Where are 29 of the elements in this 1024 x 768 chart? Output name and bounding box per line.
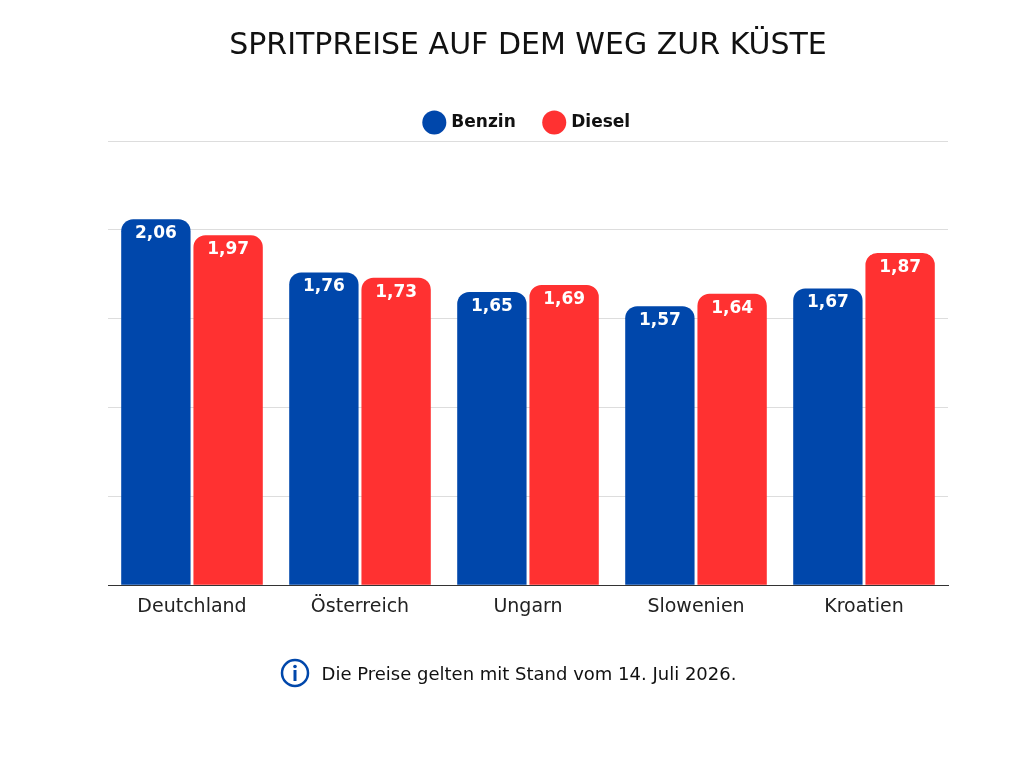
- bar: [289, 272, 359, 585]
- data-label: 1,87: [879, 255, 922, 276]
- bar: [697, 293, 767, 585]
- legend-label: Benzin: [451, 110, 516, 131]
- data-label: 1,76: [302, 275, 345, 296]
- x-tick-label: Slowenien: [647, 593, 745, 616]
- bar: [865, 252, 935, 585]
- x-tick-label: Ungarn: [493, 593, 563, 616]
- bar: [121, 219, 191, 585]
- bar: [625, 306, 695, 585]
- x-tick-label: Kroatien: [824, 593, 904, 616]
- bar: [193, 235, 263, 585]
- x-tick-label: Österreich: [310, 593, 410, 616]
- data-label: 1,97: [207, 238, 250, 259]
- data-label: 1,69: [543, 287, 586, 308]
- data-label: 2,06: [134, 222, 177, 243]
- chart-title: SPRITPREISE AUF DEM WEG ZUR KÜSTE: [229, 25, 827, 61]
- bar: [457, 292, 527, 585]
- data-label: 1,65: [470, 294, 513, 315]
- text: Die Preise gelten mit Stand vom 14. Juli 2026.: [321, 662, 737, 684]
- bar: [361, 277, 431, 585]
- x-tick-label: Deutchland: [137, 593, 247, 616]
- bar: [529, 284, 599, 585]
- data-label: 1,73: [375, 280, 418, 301]
- data-label: 1,64: [711, 296, 754, 317]
- bar: [793, 288, 863, 585]
- data-label: 1,67: [806, 291, 849, 312]
- legend-label: Diesel: [571, 110, 631, 131]
- data-label: 1,57: [638, 309, 681, 330]
